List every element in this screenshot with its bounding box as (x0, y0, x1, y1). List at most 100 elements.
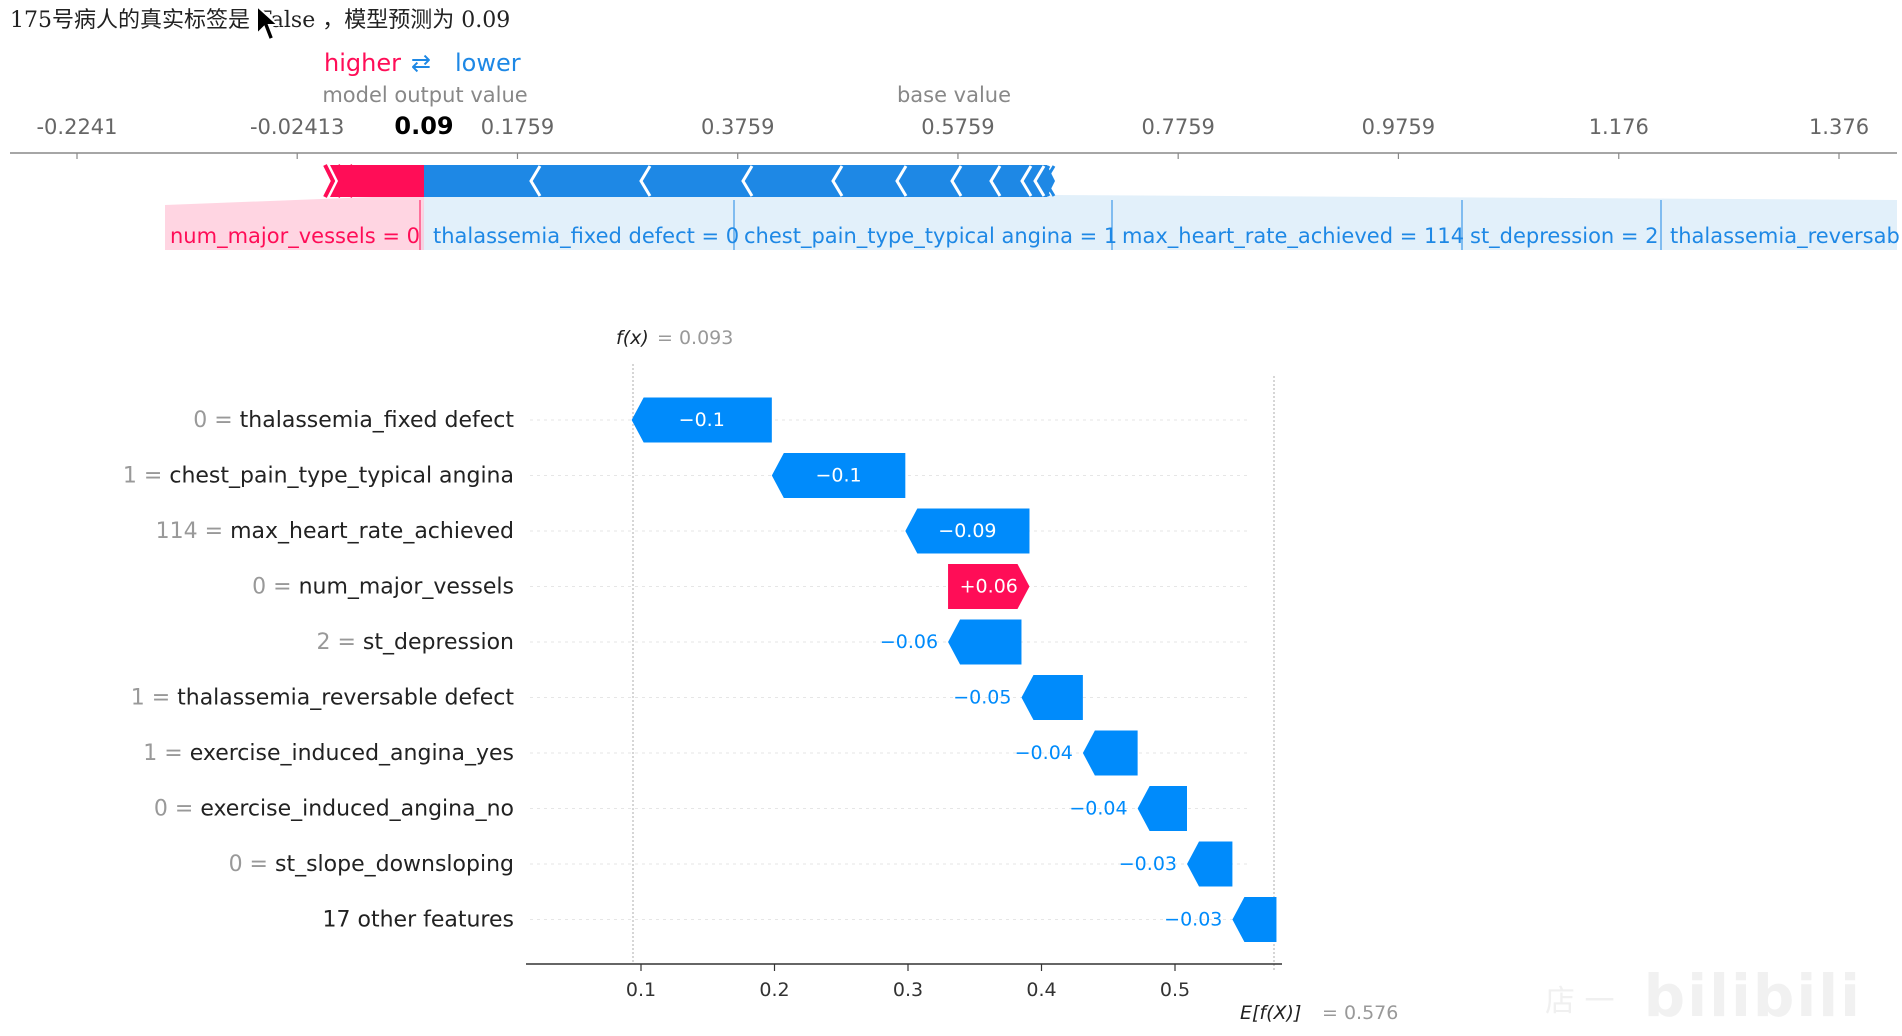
feature-name: thalassemia_reversable defect (177, 686, 514, 711)
waterfall-bars: −0.1 −0.1 −0.09 +0.06 −0.06 −0.05 −0.04 −0.04 −0… (631, 397, 1277, 942)
fx-value: = 0.093 (657, 327, 733, 349)
force-chevron (1038, 165, 1051, 197)
feature-value: 114 = (156, 519, 230, 544)
legend-arrows-icon: ⇄ (411, 49, 431, 77)
waterfall-bar (1187, 841, 1233, 887)
force-chevron-pos-1 (323, 164, 336, 198)
feature-label: 2 = st_depression (316, 630, 514, 655)
force-chevron (639, 165, 652, 197)
watermark-faint: 店 一 (1545, 984, 1615, 1019)
force-tick-label: 0.5759 (921, 115, 994, 139)
force-chevron-pos-3 (348, 164, 361, 198)
force-label-neg-0: thalassemia_fixed defect = 0 (433, 224, 739, 249)
output-value: 0.09 (394, 112, 453, 140)
waterfall-bar (1082, 730, 1138, 776)
feature-name: st_slope_downsloping (275, 852, 514, 877)
model-output-label: model output value (322, 83, 527, 107)
x-tick-label: 0.4 (1026, 979, 1056, 1001)
feature-value: 0 = (252, 575, 298, 600)
feature-value: 0 = (193, 408, 239, 433)
feature-value: 1 = (123, 464, 169, 489)
force-tick-label: 1.176 (1589, 115, 1649, 139)
feature-label: 0 = thalassemia_fixed defect (193, 408, 514, 433)
force-chevron (1020, 165, 1033, 197)
legend-higher: higher (324, 49, 401, 77)
force-chevron (529, 165, 542, 197)
bar-value-label: −0.09 (938, 520, 996, 542)
force-bar-negative (424, 165, 1055, 197)
force-chevron (989, 165, 1002, 197)
feature-label: 0 = num_major_vessels (252, 575, 514, 600)
legend-lower: lower (455, 49, 521, 77)
feature-label: 1 = exercise_induced_angina_yes (143, 741, 514, 766)
feature-name: chest_pain_type_typical angina (169, 464, 514, 489)
fx-label: f(x) (616, 327, 649, 349)
waterfall-bar (1021, 675, 1083, 720)
force-tick-label: 0.3759 (701, 115, 774, 139)
waterfall-bar (948, 564, 1030, 609)
feature-label: 1 = thalassemia_reversable defect (131, 686, 515, 711)
force-tick-label: -0.2241 (36, 115, 117, 139)
bar-value-label: −0.04 (1015, 742, 1073, 764)
force-chevron-pos-2 (336, 164, 349, 198)
feature-value: 1 = (131, 686, 177, 711)
bar-value-label: −0.06 (880, 631, 938, 653)
bar-value-label: −0.1 (816, 465, 862, 487)
force-tick-label: 1.376 (1809, 115, 1869, 139)
feature-name: 17 other features (323, 908, 514, 933)
x-axis-ticks: 0.1 0.2 0.3 0.4 0.5 (626, 964, 1190, 1001)
force-chevron (895, 165, 908, 197)
force-chevron (950, 165, 963, 197)
force-tick-label: -0.02413 (250, 115, 344, 139)
feature-label: 1 = chest_pain_type_typical angina (123, 464, 514, 489)
force-link-pos (165, 195, 424, 250)
page-title: 175号病人的真实标签是 False ，模型预测为 0.09 (10, 8, 511, 33)
feature-name: max_heart_rate_achieved (230, 519, 514, 544)
mouse-cursor-icon (256, 4, 281, 42)
x-tick-label: 0.2 (759, 979, 789, 1001)
feature-name: st_depression (363, 630, 514, 655)
force-chevrons (529, 165, 1056, 197)
bar-value-label: −0.1 (679, 409, 725, 431)
force-label-neg-1: chest_pain_type_typical angina = 1 (744, 224, 1117, 249)
feature-labels: 0 = thalassemia_fixed defect 1 = chest_pa… (123, 408, 514, 933)
bilibili-watermark: bilibili (1643, 962, 1862, 1030)
force-label-neg-2: max_heart_rate_achieved = 114 (1122, 224, 1464, 249)
waterfall-bar (631, 397, 772, 443)
force-label-neg-3: st_depression = 2 (1470, 224, 1659, 249)
feature-label: 0 = st_slope_downsloping (229, 852, 514, 877)
force-link-neg (420, 195, 1897, 250)
efx-label: E[f(X)] (1240, 1002, 1301, 1024)
bar-value-label: −0.04 (1069, 798, 1127, 820)
force-label-neg-4: thalassemia_reversab (1670, 224, 1900, 249)
waterfall-bar (905, 508, 1030, 554)
feature-value: 0 = (154, 797, 200, 822)
force-chevron (1043, 165, 1056, 197)
force-axis: -0.2241 -0.02413 0.1759 0.3759 0.5759 0.7759 0… (36, 115, 1869, 159)
feature-label: 17 other features (323, 908, 514, 933)
bar-value-label: −0.05 (953, 687, 1011, 709)
bar-value-label: −0.03 (1119, 853, 1177, 875)
waterfall-bar (1232, 897, 1277, 942)
waterfall-chart: f(x) = 0.093 0 = thalassemia_fixed defec… (123, 327, 1398, 1024)
force-tick-label: 0.7759 (1141, 115, 1214, 139)
feature-name: thalassemia_fixed defect (240, 408, 515, 433)
feature-name: exercise_induced_angina_yes (190, 741, 514, 766)
feature-label: 114 = max_heart_rate_achieved (156, 519, 514, 544)
feature-value: 2 = (316, 630, 362, 655)
force-plot: higher ⇄ lower model output value base v… (10, 49, 1900, 250)
waterfall-bar (948, 619, 1022, 665)
feature-name: exercise_induced_angina_no (200, 797, 514, 822)
feature-value: 1 = (143, 741, 189, 766)
force-tick-label: 0.1759 (481, 115, 554, 139)
force-tick-label: 0.9759 (1362, 115, 1435, 139)
feature-name: num_major_vessels (299, 575, 514, 600)
bar-value-label: −0.03 (1164, 909, 1222, 931)
x-tick-label: 0.3 (893, 979, 923, 1001)
force-chevron (1033, 165, 1046, 197)
x-tick-label: 0.5 (1160, 979, 1190, 1001)
efx-value: = 0.576 (1322, 1002, 1398, 1024)
force-chevron (831, 165, 844, 197)
x-tick-label: 0.1 (626, 979, 656, 1001)
feature-label: 0 = exercise_induced_angina_no (154, 797, 514, 822)
